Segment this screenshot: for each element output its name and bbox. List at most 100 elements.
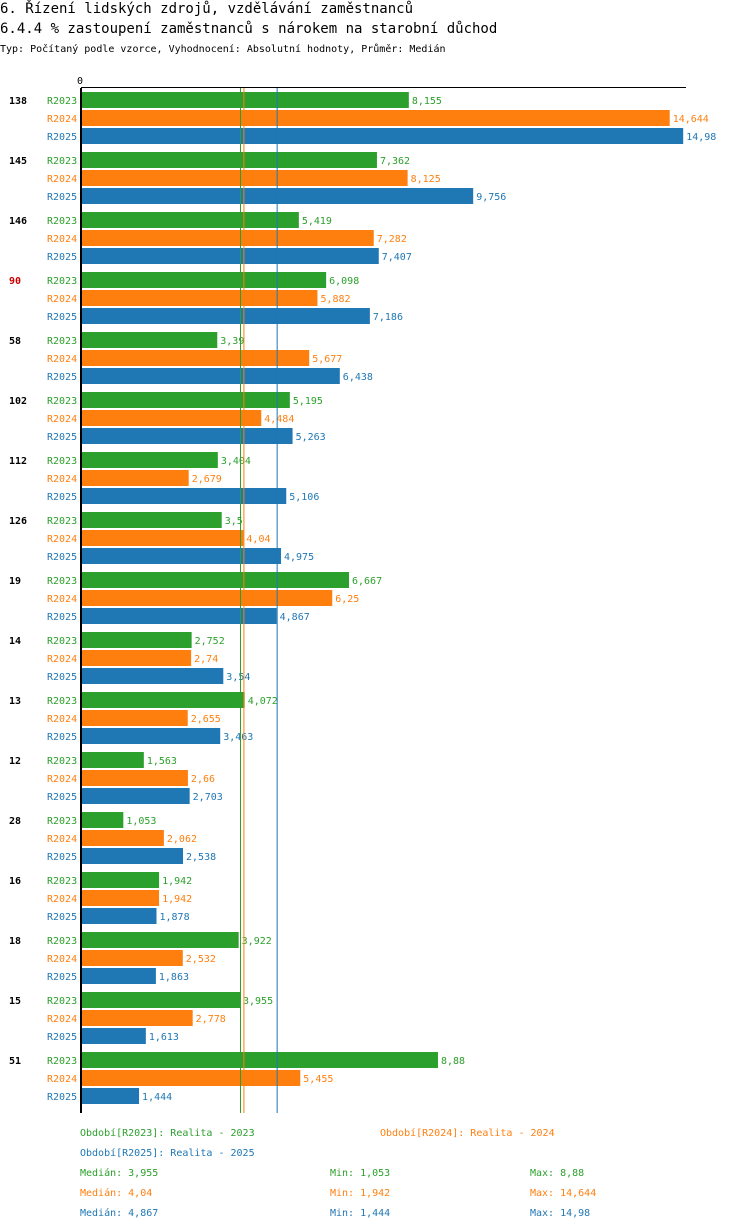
series-label: R2023 — [47, 456, 77, 467]
value-label: 5,106 — [289, 492, 319, 503]
value-label: 5,455 — [303, 1074, 333, 1085]
value-label: 2,532 — [186, 954, 216, 965]
series-label: R2025 — [47, 792, 77, 803]
bar-r2024 — [81, 830, 164, 846]
series-label: R2025 — [47, 1032, 77, 1043]
series-label: R2024 — [47, 714, 77, 725]
value-label: 3,922 — [242, 936, 272, 947]
series-label: R2024 — [47, 414, 77, 425]
value-label: 6,667 — [352, 576, 382, 587]
series-label: R2023 — [47, 396, 77, 407]
bar-r2024 — [81, 530, 244, 546]
value-label: 4,04 — [246, 534, 270, 545]
value-label: 1,863 — [159, 972, 189, 983]
bar-r2025 — [81, 728, 221, 744]
bar-r2025 — [81, 488, 287, 504]
value-label: 6,25 — [335, 594, 359, 605]
value-label: 2,538 — [186, 852, 216, 863]
axis-zero-label: 0 — [77, 76, 83, 87]
legend-r2024: Období[R2024]: Realita - 2024 — [380, 1128, 555, 1139]
series-label: R2023 — [47, 876, 77, 887]
series-label: R2025 — [47, 612, 77, 623]
series-label: R2023 — [47, 816, 77, 827]
series-label: R2024 — [47, 834, 77, 845]
bar-r2025 — [81, 308, 370, 324]
value-label: 8,88 — [441, 1056, 465, 1067]
bar-r2023 — [81, 632, 192, 648]
series-label: R2023 — [47, 156, 77, 167]
value-label: 8,155 — [412, 96, 442, 107]
series-label: R2025 — [47, 492, 77, 503]
bar-r2023 — [81, 872, 160, 888]
category-label: 112 — [9, 456, 27, 467]
bar-r2024 — [81, 710, 188, 726]
series-label: R2025 — [47, 1092, 77, 1103]
stat-min-r2025: Min: 1,444 — [330, 1208, 391, 1219]
value-label: 7,186 — [373, 312, 403, 323]
series-label: R2023 — [47, 636, 77, 647]
bar-r2025 — [81, 908, 157, 924]
bar-r2025 — [81, 668, 224, 684]
bar-r2023 — [81, 152, 377, 168]
bar-r2023 — [81, 932, 239, 948]
value-label: 6,438 — [343, 372, 373, 383]
series-label: R2025 — [47, 972, 77, 983]
stat-max-r2023: Max: 8,88 — [530, 1168, 585, 1179]
series-label: R2024 — [47, 1014, 77, 1025]
bar-r2025 — [81, 968, 156, 984]
category-label: 90 — [9, 276, 21, 287]
bar-r2024 — [81, 1070, 301, 1086]
bar-r2023 — [81, 992, 240, 1008]
category-label: 15 — [9, 996, 21, 1007]
series-label: R2025 — [47, 252, 77, 263]
value-label: 2,703 — [193, 792, 223, 803]
bar-r2025 — [81, 428, 293, 444]
series-label: R2024 — [47, 774, 77, 785]
value-label: 4,867 — [280, 612, 310, 623]
value-label: 5,882 — [320, 294, 350, 305]
value-label: 1,613 — [149, 1032, 179, 1043]
bar-r2023 — [81, 212, 299, 228]
series-label: R2025 — [47, 552, 77, 563]
value-label: 3,5 — [225, 516, 243, 527]
value-label: 7,282 — [377, 234, 407, 245]
stat-median-r2023: Medián: 3,955 — [80, 1168, 159, 1179]
series-label: R2024 — [47, 174, 77, 185]
bar-r2024 — [81, 1010, 193, 1026]
bar-r2024 — [81, 110, 670, 126]
stat-min-r2023: Min: 1,053 — [330, 1168, 391, 1179]
value-label: 9,756 — [476, 192, 506, 203]
category-label: 16 — [9, 876, 21, 887]
bar-r2023 — [81, 692, 245, 708]
value-label: 3,955 — [243, 996, 273, 1007]
value-label: 2,778 — [196, 1014, 226, 1025]
value-label: 4,975 — [284, 552, 314, 563]
series-label: R2023 — [47, 336, 77, 347]
series-label: R2024 — [47, 534, 77, 545]
series-label: R2023 — [47, 516, 77, 527]
category-label: 12 — [9, 756, 21, 767]
chart-title: 6.4.4 % zastoupení zaměstnanců s nárokem… — [0, 21, 498, 37]
bar-r2023 — [81, 512, 222, 528]
series-label: R2025 — [47, 672, 77, 683]
value-label: 5,263 — [296, 432, 326, 443]
legend-r2025: Období[R2025]: Realita - 2025 — [80, 1148, 255, 1159]
category-label: 18 — [9, 936, 21, 947]
bar-r2025 — [81, 128, 684, 144]
value-label: 5,677 — [312, 354, 342, 365]
value-label: 2,66 — [191, 774, 215, 785]
series-label: R2025 — [47, 432, 77, 443]
bar-r2023 — [81, 752, 144, 768]
bar-r2025 — [81, 1028, 146, 1044]
series-label: R2023 — [47, 216, 77, 227]
value-label: 1,563 — [147, 756, 177, 767]
series-label: R2024 — [47, 594, 77, 605]
value-label: 4,072 — [248, 696, 278, 707]
value-label: 1,878 — [159, 912, 189, 923]
bar-r2023 — [81, 92, 409, 108]
value-label: 1,053 — [126, 816, 156, 827]
category-label: 58 — [9, 336, 21, 347]
bar-r2023 — [81, 812, 124, 828]
stat-median-r2025: Medián: 4,867 — [80, 1208, 159, 1219]
